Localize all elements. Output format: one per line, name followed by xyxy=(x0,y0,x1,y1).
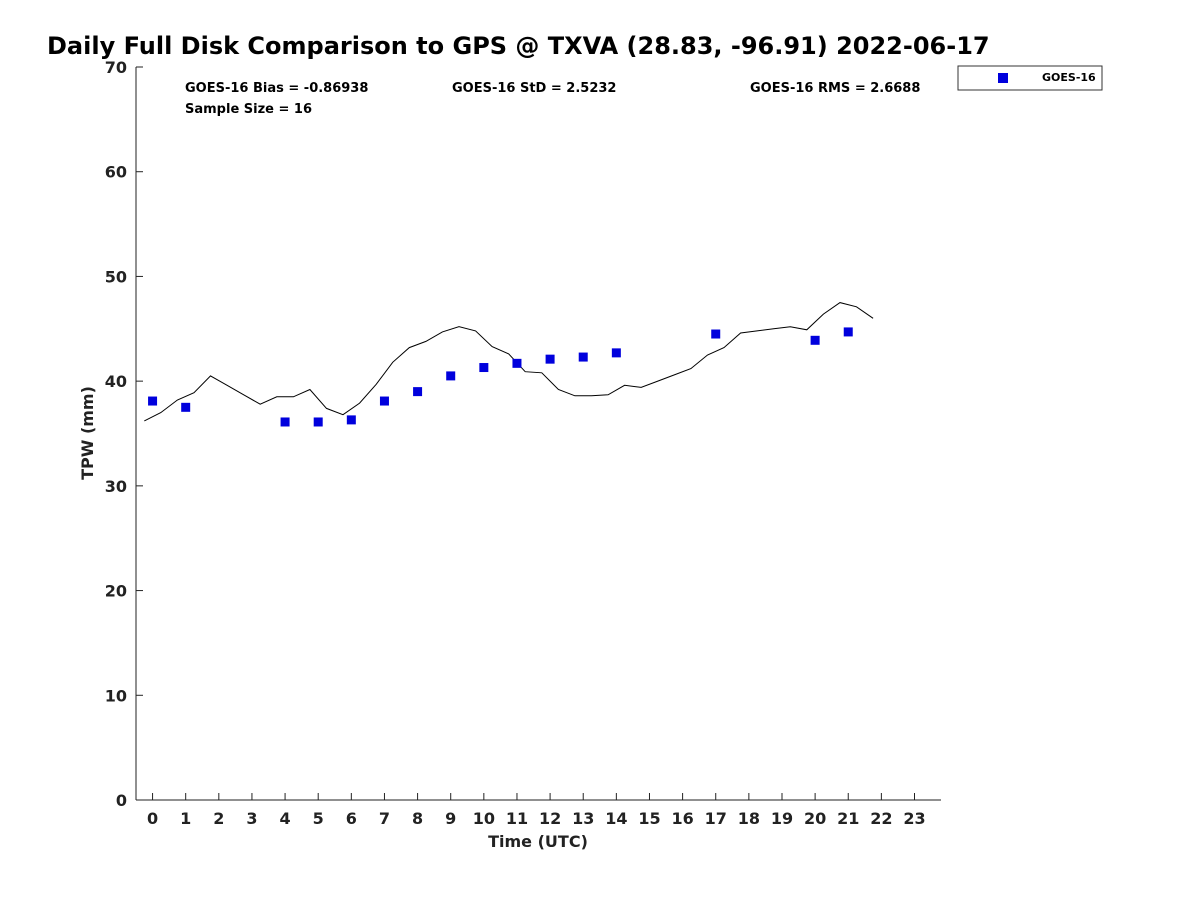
x-axis-label: Time (UTC) xyxy=(488,832,588,851)
x-tick-label: 20 xyxy=(804,809,826,828)
y-tick-label: 30 xyxy=(105,477,127,496)
bias-stat: GOES-16 Bias = -0.86938 xyxy=(185,81,368,96)
x-tick-label: 10 xyxy=(473,809,495,828)
x-tick-label: 13 xyxy=(572,809,594,828)
sample-size-stat: Sample Size = 16 xyxy=(185,102,312,117)
goes16-point xyxy=(512,358,522,368)
x-tick-label: 21 xyxy=(837,809,859,828)
goes16-point xyxy=(346,415,356,425)
legend: GOES-16 xyxy=(957,65,1103,91)
x-tick-label: 2 xyxy=(213,809,224,828)
y-axis-label: TPW (mm) xyxy=(78,386,97,480)
y-tick-label: 10 xyxy=(105,686,127,705)
x-tick-label: 1 xyxy=(180,809,191,828)
y-tick-label: 70 xyxy=(105,58,127,77)
x-tick-label: 19 xyxy=(771,809,793,828)
x-tick-label: 5 xyxy=(313,809,324,828)
x-tick-label: 9 xyxy=(445,809,456,828)
x-tick-label: 22 xyxy=(870,809,892,828)
goes16-point xyxy=(280,417,290,427)
goes16-point xyxy=(810,335,820,345)
x-tick-label: 4 xyxy=(280,809,291,828)
std-stat: GOES-16 StD = 2.5232 xyxy=(452,81,616,96)
y-tick-label: 0 xyxy=(116,791,127,810)
x-tick-label: 16 xyxy=(671,809,693,828)
y-tick-label: 50 xyxy=(105,267,127,286)
goes16-point xyxy=(446,371,456,381)
y-tick-label: 20 xyxy=(105,582,127,601)
goes16-point xyxy=(843,327,853,337)
goes16-point xyxy=(479,363,489,373)
x-tick-label: 12 xyxy=(539,809,561,828)
x-tick-label: 23 xyxy=(903,809,925,828)
x-tick-label: 14 xyxy=(605,809,627,828)
goes16-point xyxy=(181,402,191,412)
x-tick-label: 8 xyxy=(412,809,423,828)
goes16-point xyxy=(711,329,721,339)
goes16-point xyxy=(379,396,389,406)
legend-marker-goes16 xyxy=(998,73,1008,83)
goes16-point xyxy=(578,352,588,362)
axes: 0 1 2 3 4 5 6 7 8 9 10 11 12 13 14 15 16 17 18 19 20 21 22 2301… xyxy=(105,58,941,828)
goes16-markers xyxy=(148,327,853,427)
goes16-point xyxy=(313,417,323,427)
gps-line-layer xyxy=(144,302,874,422)
x-tick-label: 17 xyxy=(705,809,727,828)
gps-tpw-line xyxy=(144,302,874,422)
goes16-point xyxy=(413,387,423,397)
x-tick-label: 18 xyxy=(738,809,760,828)
rms-stat: GOES-16 RMS = 2.6688 xyxy=(750,81,920,96)
x-tick-label: 15 xyxy=(638,809,660,828)
goes16-point xyxy=(148,396,158,406)
x-tick-label: 0 xyxy=(147,809,158,828)
x-tick-label: 6 xyxy=(346,809,357,828)
legend-label-goes16: GOES-16 xyxy=(1042,71,1096,84)
goes16-point xyxy=(611,348,621,358)
legend-box xyxy=(957,65,1103,91)
x-tick-label: 3 xyxy=(246,809,257,828)
x-tick-label: 11 xyxy=(506,809,528,828)
chart-title: Daily Full Disk Comparison to GPS @ TXVA… xyxy=(47,32,990,60)
y-tick-label: 40 xyxy=(105,372,127,391)
y-tick-label: 60 xyxy=(105,163,127,182)
goes16-point xyxy=(545,354,555,364)
x-tick-label: 7 xyxy=(379,809,390,828)
